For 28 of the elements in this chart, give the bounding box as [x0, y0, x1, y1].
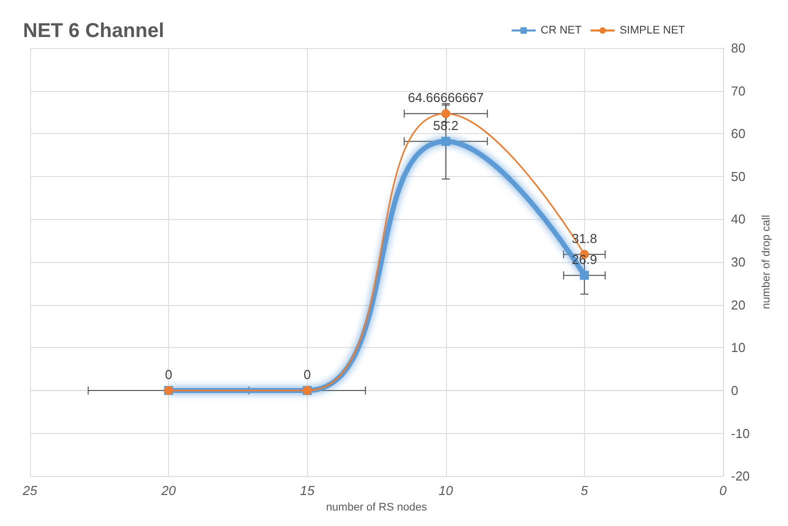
y-tick-label: 10 — [731, 340, 746, 356]
y-tick-label: -20 — [731, 468, 750, 484]
point — [441, 109, 450, 118]
data-label: 0 — [304, 366, 311, 382]
y-tick-label: 20 — [731, 297, 746, 312]
x-tick-label: 10 — [438, 483, 454, 498]
point — [580, 270, 589, 280]
x-tick-label: 0 — [719, 483, 728, 498]
x-tick-label: 20 — [160, 483, 177, 498]
x-tick-label: 5 — [580, 483, 589, 498]
y-tick-label: 60 — [731, 126, 746, 142]
point — [441, 136, 450, 146]
y-tick-label: 30 — [731, 254, 746, 270]
y-axis-title: number of drop call — [760, 214, 772, 310]
x-tick-label: 25 — [22, 483, 38, 498]
y-tick-label: 80 — [731, 40, 746, 56]
data-label: 64.66666667 — [408, 90, 484, 106]
legend-label: CR NET — [540, 24, 582, 36]
y-tick-label: 0 — [731, 382, 738, 398]
y-tick-label: 70 — [731, 83, 746, 98]
chart-title: NET 6 Channel — [23, 20, 164, 42]
x-tick-label: 15 — [300, 483, 316, 498]
y-tick-label: 40 — [731, 212, 746, 227]
legend-label: SIMPLE NET — [620, 24, 686, 36]
y-tick-label: 50 — [731, 168, 746, 184]
x-axis-title: number of RS nodes — [326, 502, 428, 514]
y-tick-label: -10 — [731, 426, 750, 441]
data-label: 0 — [164, 366, 172, 382]
